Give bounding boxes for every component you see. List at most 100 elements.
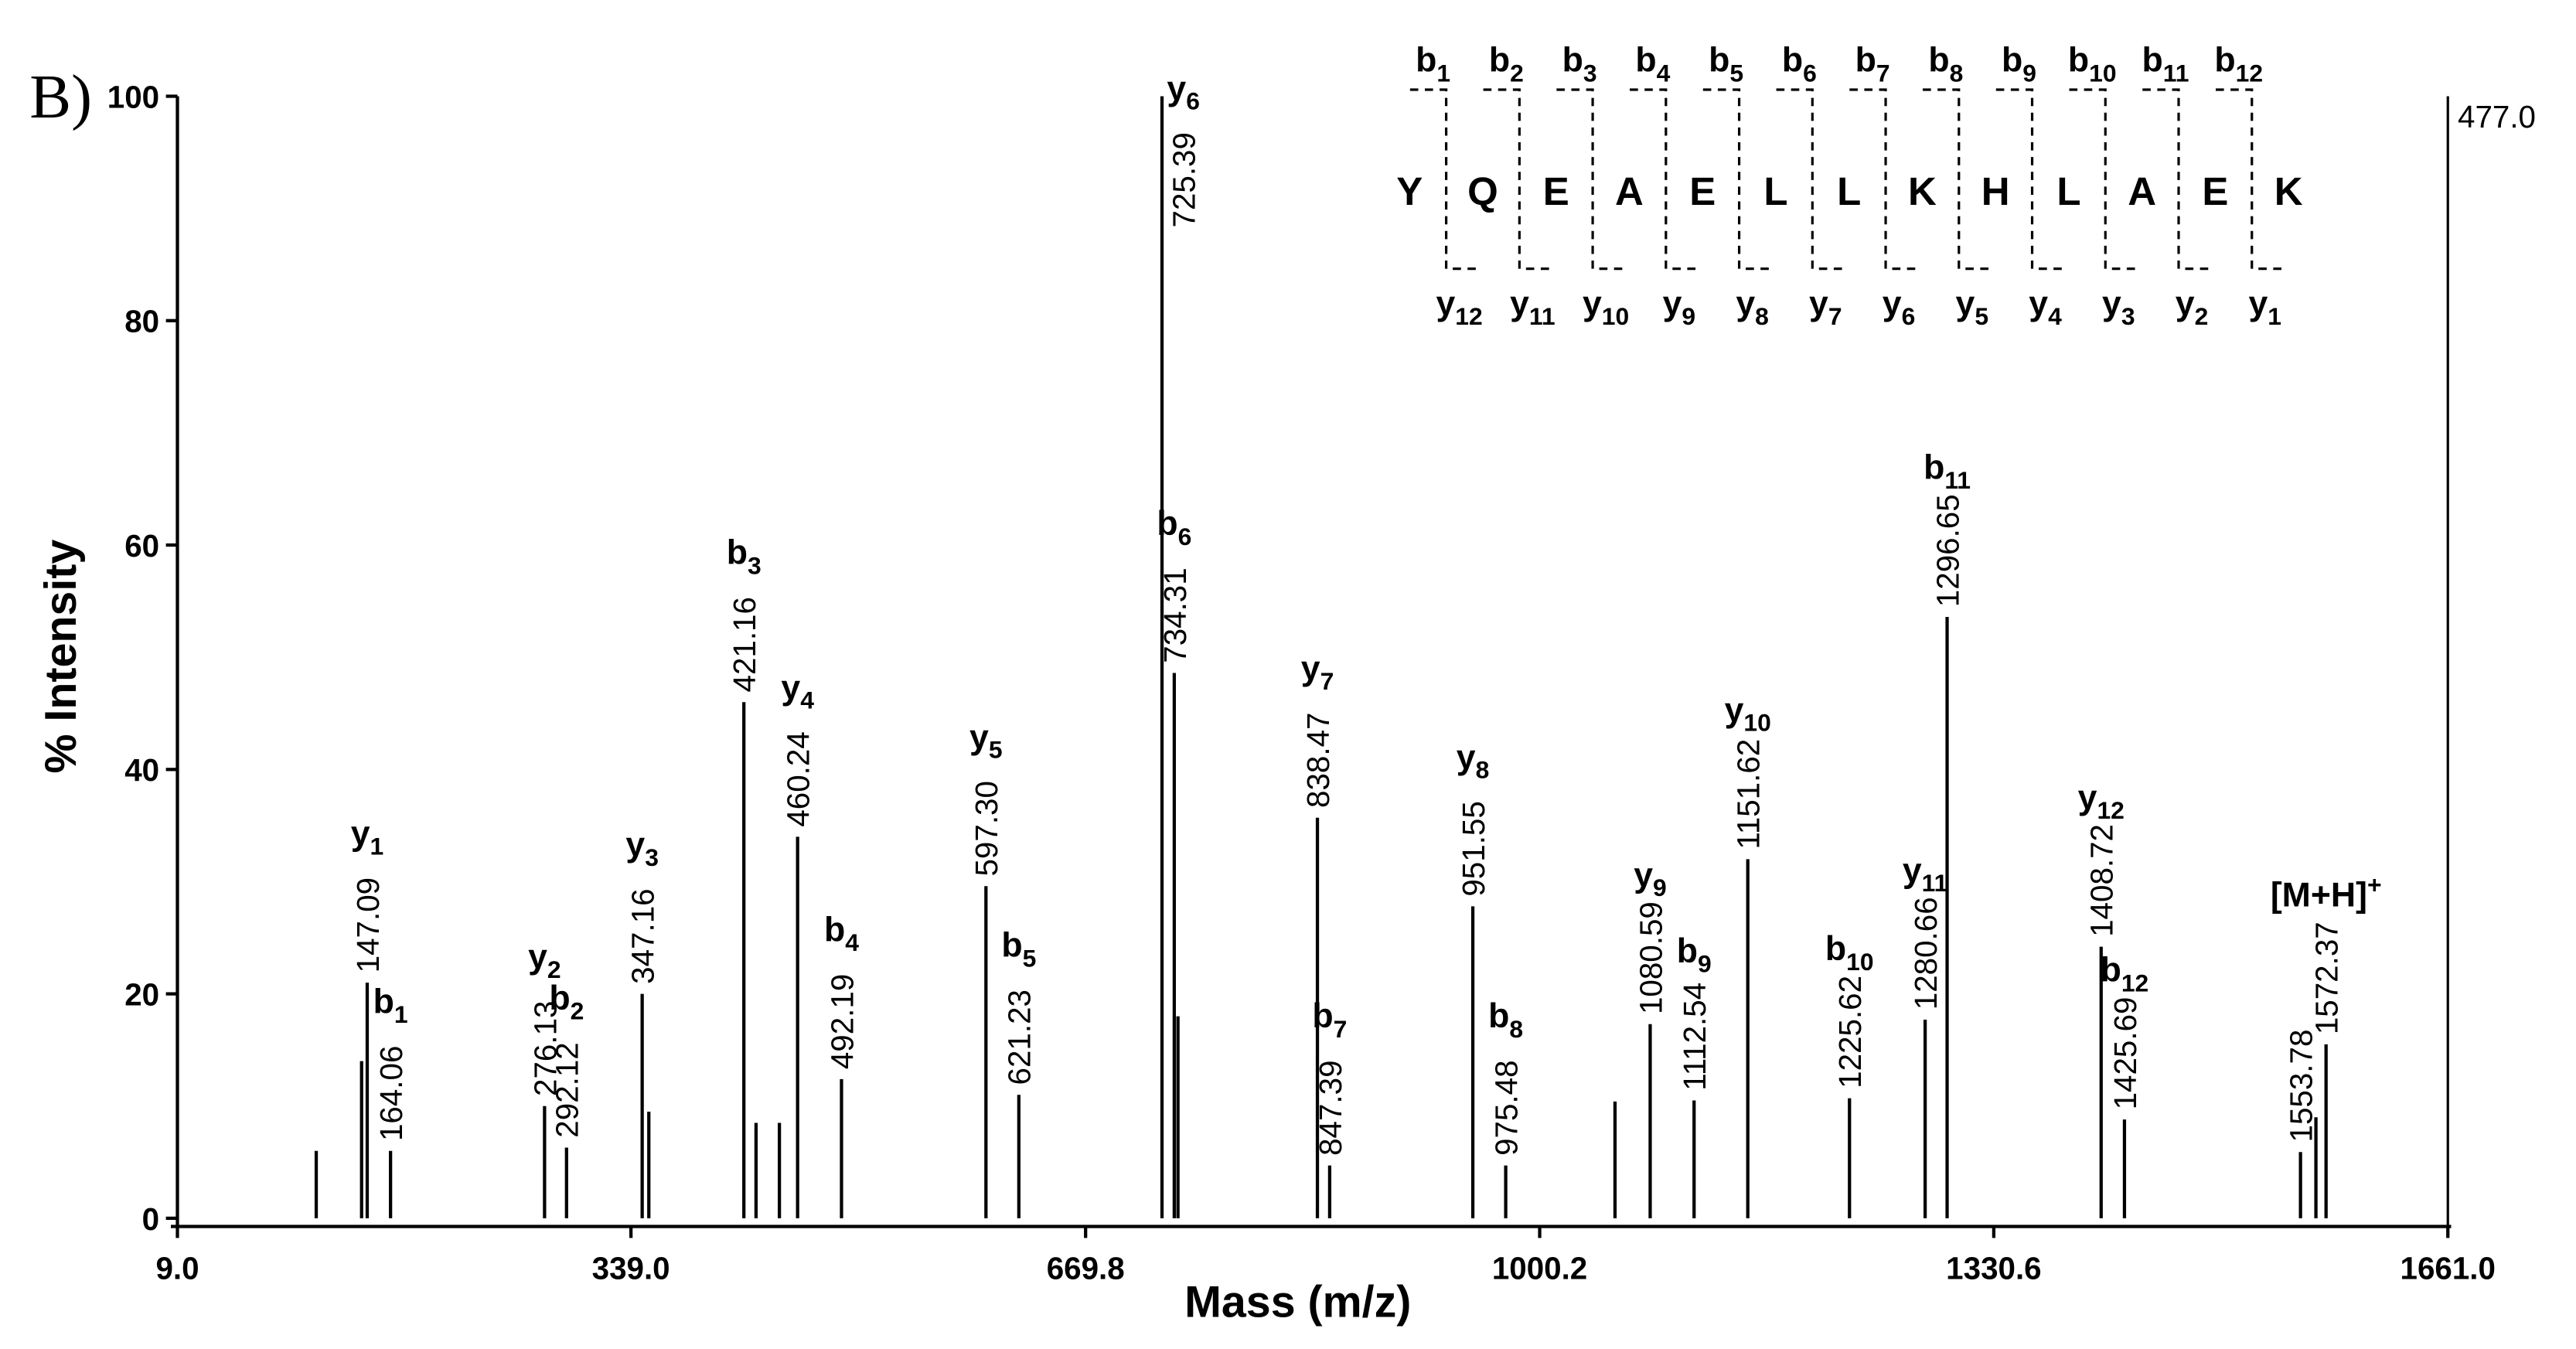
y-ion-base: y <box>2248 284 2268 322</box>
mz-label: 492.19 <box>824 974 860 1069</box>
mz-label: 276.13 <box>527 1001 563 1096</box>
x-axis-title: Mass (m/z) <box>1184 1277 1411 1327</box>
b-ion-base: b <box>1855 42 1876 80</box>
ion-label-base: y <box>528 938 547 976</box>
b-ion: b10 <box>2068 42 2117 87</box>
ion-label-index: 5 <box>989 736 1003 764</box>
ion-label-index: 6 <box>1186 87 1200 115</box>
ion-label-base: b <box>1677 932 1698 970</box>
b-ion-base: b <box>2068 42 2089 80</box>
ion-label-index: 2 <box>571 997 584 1025</box>
ion-label-base: b <box>1825 930 1846 968</box>
ion-label-index: 9 <box>1653 874 1667 901</box>
y-tick-label: 100 <box>107 79 159 114</box>
ion-label-base: b <box>1312 997 1333 1035</box>
ion-label: y10 <box>1725 691 1771 737</box>
y-ion-index: 12 <box>1455 302 1482 330</box>
ion-label-index: 3 <box>748 551 762 579</box>
mz-label: 1151.62 <box>1731 739 1767 850</box>
ion-label-index: + <box>2367 870 2382 898</box>
residue: E <box>1689 169 1716 213</box>
mz-label: 621.23 <box>1002 990 1038 1085</box>
ion-label: y12 <box>2078 778 2125 824</box>
ion-label-base: y <box>625 826 645 864</box>
b-ion-index: 7 <box>1876 59 1890 87</box>
y-ion: y12 <box>1436 284 1482 330</box>
residue: H <box>1981 169 2010 213</box>
residue: Y <box>1396 169 1423 213</box>
mz-label: 847.39 <box>1313 1060 1348 1155</box>
y-ion: y6 <box>1883 284 1916 330</box>
ion-label-base: b <box>549 979 570 1017</box>
ion-label-index: 5 <box>1023 944 1037 972</box>
ion-label: b5 <box>1001 927 1036 973</box>
ion-label: b2 <box>549 979 584 1025</box>
ion-label: y8 <box>1457 738 1490 784</box>
ion-label-base: b <box>373 983 394 1020</box>
y-ion-base: y <box>2029 284 2048 322</box>
y-tick-label: 20 <box>124 976 159 1012</box>
b-ion-index: 9 <box>2022 59 2036 87</box>
b-ion-base: b <box>1635 42 1656 80</box>
y-ion-base: y <box>1809 284 1828 322</box>
ion-label-base: b <box>824 911 845 949</box>
panel-label: B) <box>29 63 92 131</box>
mz-label: 1112.54 <box>1677 983 1712 1091</box>
cleavage <box>1483 88 1556 271</box>
ion-label-base: [M+H] <box>2271 876 2367 914</box>
b-ion-index: 2 <box>1510 59 1524 87</box>
y-ion-index: 8 <box>1755 302 1769 330</box>
b-ion: b5 <box>1709 42 1743 87</box>
ion-label: b9 <box>1677 932 1712 978</box>
mz-label: 734.31 <box>1157 567 1193 663</box>
residue: A <box>1615 169 1644 213</box>
y-ion-index: 5 <box>1975 302 1988 330</box>
ion-label-index: 6 <box>1178 523 1192 550</box>
b-ion-index: 6 <box>1803 59 1817 87</box>
residue: K <box>1908 169 1937 213</box>
residue: K <box>2274 169 2303 213</box>
mz-label: 597.30 <box>969 781 1004 876</box>
y-ion-index: 7 <box>1828 302 1842 330</box>
ion-label-base: y <box>2078 778 2097 816</box>
ion-label: b6 <box>1157 505 1191 550</box>
ion-label-index: 3 <box>645 843 659 871</box>
residue: L <box>2056 169 2080 213</box>
x-tick-label: 1000.2 <box>1492 1251 1587 1286</box>
y-ion-index: 1 <box>2268 302 2281 330</box>
b-ion: b8 <box>1928 42 1963 87</box>
y-ion: y11 <box>1510 284 1555 330</box>
y-tick-label: 60 <box>124 528 159 564</box>
ion-label: y4 <box>781 669 814 714</box>
ion-label-base: b <box>727 534 748 572</box>
b-ion-base: b <box>1416 42 1436 80</box>
y-ion: y1 <box>2248 284 2281 330</box>
ion-label-index: 12 <box>2121 969 2148 996</box>
x-tick-label: 339.0 <box>592 1251 670 1286</box>
y-ion-index: 4 <box>2048 302 2062 330</box>
ion-label-index: 8 <box>1509 1015 1523 1043</box>
ion-label-index: 7 <box>1334 1015 1348 1043</box>
y-ion-base: y <box>1436 284 1455 322</box>
y-ion-base: y <box>1956 284 1975 322</box>
y-ion-index: 3 <box>2121 302 2135 330</box>
ion-label: b11 <box>1923 448 1971 494</box>
y-ion-index: 10 <box>1602 302 1629 330</box>
b-ion: b3 <box>1562 42 1597 87</box>
cleavage <box>2216 88 2288 271</box>
y-ion-base: y <box>1510 284 1529 322</box>
residue: A <box>2128 169 2156 213</box>
y-ion: y4 <box>2029 284 2062 330</box>
mz-label: 164.06 <box>373 1046 409 1141</box>
mz-label: 1225.62 <box>1832 976 1868 1088</box>
residue: L <box>1837 169 1861 213</box>
b-ion-base: b <box>1782 42 1803 80</box>
ion-label-base: y <box>781 669 800 707</box>
mz-label: 1296.65 <box>1930 494 1965 607</box>
ion-label-base: b <box>1001 927 1022 965</box>
ion-label-index: 8 <box>1476 756 1490 784</box>
mz-label: 1280.66 <box>1908 897 1944 1010</box>
b-ion-base: b <box>2142 42 2163 80</box>
